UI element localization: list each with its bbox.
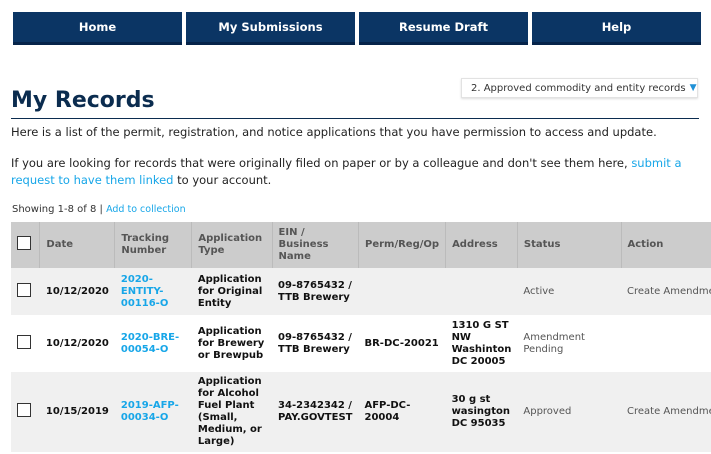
create-amendment-link[interactable]: Create Amendment xyxy=(621,372,711,452)
col-date[interactable]: Date xyxy=(39,222,115,268)
intro-text: Here is a list of the permit, registrati… xyxy=(11,125,657,139)
request-link[interactable]: submit a request to have them linked xyxy=(11,156,682,187)
col-type[interactable]: Application Type xyxy=(191,222,273,268)
nav-home[interactable]: Home xyxy=(13,12,182,45)
row-checkbox[interactable] xyxy=(17,282,31,297)
record-type-dropdown[interactable]: 2. Approved commodity and entity records… xyxy=(461,78,698,98)
col-ein[interactable]: EIN / Business Name xyxy=(271,222,359,268)
tracking-link[interactable]: 2020-BRE-00054-O xyxy=(120,331,180,355)
nav-resume-draft[interactable]: Resume Draft xyxy=(359,12,528,45)
caret-down-icon: ▼ xyxy=(689,83,697,93)
table-row: 10/12/2020 2020-ENTITY-00116-O Applicati… xyxy=(11,268,711,315)
col-status[interactable]: Status xyxy=(516,222,622,268)
page-title: My Records xyxy=(11,88,155,113)
status: Amendment Pending xyxy=(523,331,585,355)
select-all-checkbox[interactable] xyxy=(17,236,31,250)
top-nav: Home My Submissions Resume Draft Help xyxy=(13,12,701,45)
col-tracking[interactable]: Tracking Number xyxy=(114,222,192,268)
row-checkbox[interactable] xyxy=(17,403,31,417)
nav-my-submissions[interactable]: My Submissions xyxy=(186,12,355,45)
add-to-collection-link[interactable]: Add to collection xyxy=(106,204,186,215)
results-summary: Showing 1-8 of 8 | Add to collection xyxy=(12,204,186,215)
table-row: 10/12/2020 2020-BRE-00054-O Application … xyxy=(11,315,711,372)
row-checkbox[interactable] xyxy=(17,334,31,349)
create-amendment-link[interactable]: Create Amendment xyxy=(621,268,711,315)
table-row: 10/15/2019 2019-AFP-00034-O Application … xyxy=(11,372,711,452)
paper-records-text: If you are looking for records that were… xyxy=(11,156,682,187)
divider xyxy=(11,118,699,119)
col-address[interactable]: Address xyxy=(445,222,518,268)
status: Active xyxy=(517,268,622,315)
dropdown-value: 2. Approved commodity and entity records xyxy=(471,82,686,94)
col-perm[interactable]: Perm/Reg/Op xyxy=(357,222,446,268)
col-action[interactable]: Action xyxy=(620,222,711,268)
nav-help[interactable]: Help xyxy=(532,12,701,45)
tracking-link[interactable]: 2020-ENTITY-00116-O xyxy=(114,268,192,315)
records-table: Date Tracking Number Application Type EI… xyxy=(11,222,711,452)
status: Approved xyxy=(517,372,622,452)
tracking-link[interactable]: 2019-AFP-00034-O xyxy=(114,372,192,452)
